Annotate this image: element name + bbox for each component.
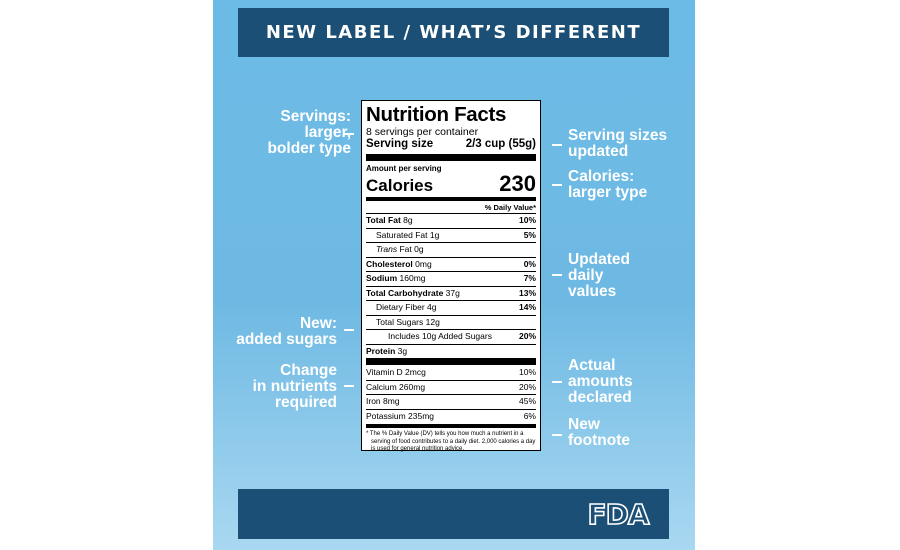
annotation-nutrients-required: Change in nutrients required: [252, 362, 337, 411]
annotation-calories: Calories: larger type: [568, 168, 648, 201]
annotation-dash: [344, 133, 354, 135]
nutrient-row-sodium: Sodium 160mg 7%: [366, 271, 536, 286]
nutrient-row-saturated-fat: Saturated Fat 1g 5%: [366, 227, 536, 243]
annotation-dash: [552, 434, 562, 436]
vitamin-row: Potassium 235mg 6%: [366, 408, 536, 424]
vitamin-row: Iron 8mg 45%: [366, 394, 536, 409]
serving-size-value: 2/3 cup (55g): [465, 138, 536, 150]
nutrient-row-cholesterol: Cholesterol 0mg 0%: [366, 256, 536, 272]
poster: NEW LABEL / WHAT’S DIFFERENT Servings: l…: [213, 0, 695, 550]
annotation-servings: Servings: larger, bolder type: [267, 108, 351, 157]
annotation-dash: [552, 144, 562, 146]
annotation-footnote: New footnote: [568, 416, 630, 449]
nutrient-row-added-sugars: Includes 10g Added Sugars 20%: [366, 329, 536, 344]
label-title: Nutrition Facts: [366, 103, 507, 126]
divider-medium: [366, 424, 536, 428]
annotation-dash: [344, 385, 354, 387]
calories-label: Calories: [366, 176, 434, 195]
amount-per-serving: Amount per serving: [366, 164, 442, 173]
annotation-added-sugars: New: added sugars: [236, 315, 337, 348]
nutrient-row-trans-fat: Trans Fat 0g: [366, 242, 536, 257]
footer-banner: FDA: [238, 489, 669, 539]
header-banner: NEW LABEL / WHAT’S DIFFERENT: [238, 8, 669, 57]
serving-size-label: Serving size: [366, 138, 434, 150]
page-title: NEW LABEL / WHAT’S DIFFERENT: [265, 22, 642, 43]
nutrient-row-total-fat: Total Fat 8g 10%: [366, 213, 536, 228]
divider-thick: [366, 358, 536, 365]
annotation-dash: [552, 184, 562, 186]
annotation-dash: [344, 329, 354, 331]
svg-text:FDA: FDA: [587, 498, 649, 531]
serving-size-row: Serving size 2/3 cup (55g): [366, 138, 536, 151]
annotation-daily-values: Updated daily values: [568, 251, 630, 300]
nutrient-row-dietary-fiber: Dietary Fiber 4g 14%: [366, 300, 536, 315]
divider-thick: [366, 154, 536, 161]
nutrition-facts-label: Nutrition Facts 8 servings per container…: [361, 100, 541, 452]
nutrient-row-protein: Protein 3g: [366, 343, 536, 359]
calories-row: Calories 230: [366, 171, 536, 196]
annotation-serving-sizes: Serving sizes updated: [568, 127, 668, 160]
calories-value: 230: [499, 171, 536, 196]
annotation-dash: [552, 274, 562, 276]
vitamin-row: Vitamin D 2mcg 10%: [366, 367, 536, 377]
vitamin-row: Calcium 260mg 20%: [366, 379, 536, 395]
divider-medium: [366, 197, 536, 201]
servings-per-container: 8 servings per container: [366, 126, 479, 138]
annotation-actual-amounts: Actual amounts declared: [568, 357, 633, 406]
annotation-dash: [552, 381, 562, 383]
nutrient-row-total-sugars: Total Sugars 12g: [366, 314, 536, 330]
daily-value-header: % Daily Value*: [484, 203, 536, 212]
fda-logo-icon: FDA: [587, 497, 651, 531]
nutrient-row-total-carbohydrate: Total Carbohydrate 37g 13%: [366, 285, 536, 301]
label-footnote: * The % Daily Value (DV) tells you how m…: [366, 431, 536, 452]
